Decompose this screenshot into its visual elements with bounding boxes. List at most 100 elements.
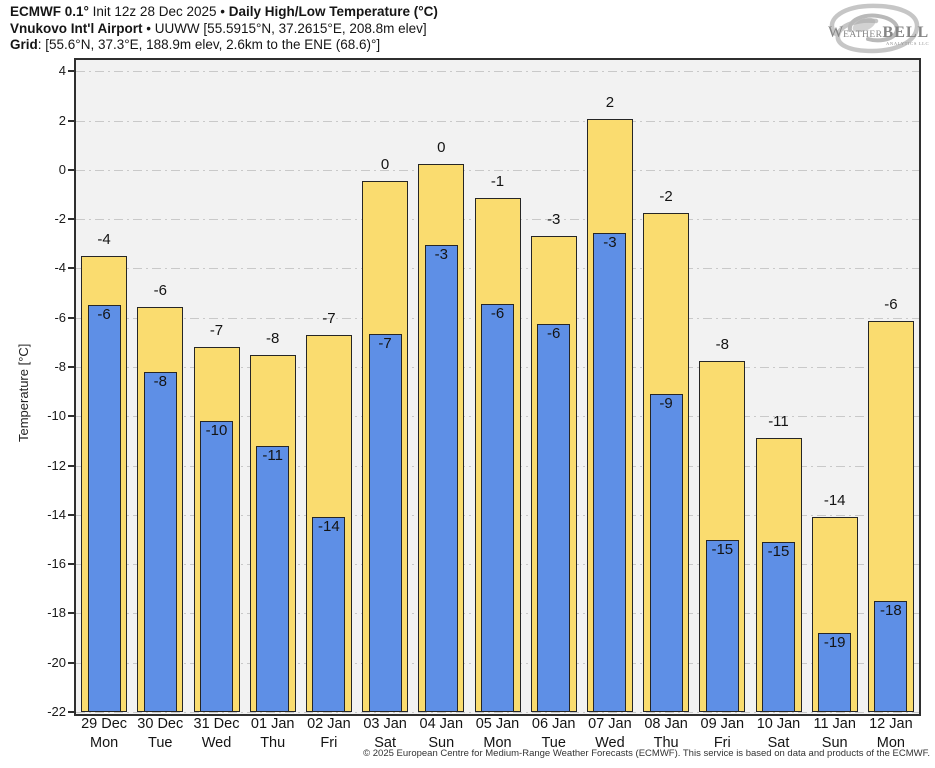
low-value-label: -8 [153,372,167,390]
low-bar [312,517,346,712]
x-label-date: 02 Jan [307,716,351,732]
x-label-date: 09 Jan [700,716,745,732]
low-bar [705,539,739,712]
x-axis-label: 12 Jan Mon [863,715,919,752]
high-value-label: -2 [659,188,673,206]
hurricane-swirl-icon [829,3,920,54]
x-axis-label: 06 Jan Tue [526,715,582,752]
x-label-day: Sat [767,734,790,751]
high-value-label: -8 [715,335,729,353]
gridline [76,71,919,73]
low-value-label: -11 [262,446,283,464]
chart-title-line2: Vnukovo Int'l Airport • UUWW [55.5915°N,… [10,21,438,38]
grid-coords: : [55.6°N, 37.3°E, 188.9m elev, 2.6km to… [37,37,381,52]
low-bar [481,304,514,712]
low-value-label: -15 [767,542,790,560]
high-value-label: 2 [605,94,615,112]
low-bar [649,394,683,712]
x-label-day: Sat [374,734,396,751]
title-product: Daily High/Low Temperature (°C) [228,4,438,19]
low-value-label: -19 [823,634,846,652]
low-bar [200,421,233,712]
low-bar [537,323,571,712]
y-tick-mark [68,563,75,566]
low-bar [256,445,290,712]
low-value-label: -14 [318,518,340,536]
chart-title-line3: Grid: [55.6°N, 37.3°E, 188.9m elev, 2.6k… [10,37,438,54]
low-value-label: -7 [378,334,392,352]
x-axis-label: 07 Jan Wed [582,715,638,752]
x-label-day: Fri [320,734,338,751]
high-value-label: -6 [153,281,167,299]
low-bar [143,371,177,712]
x-axis-label: 03 Jan Sat [357,715,413,752]
low-bar [368,333,402,712]
grid-label: Grid [10,37,38,52]
y-tick-label: -22 [47,704,66,719]
low-bar [87,305,121,712]
logo-wordmark: WEATHERBELL [828,24,929,41]
x-label-date: 05 Jan [475,716,520,732]
x-axis-label: 09 Jan Fri [694,715,750,752]
x-label-day: Wed [595,734,625,751]
y-tick-mark [68,513,75,516]
y-tick-mark [68,70,75,73]
low-value-label: -6 [547,324,561,342]
y-tick-label: -20 [47,654,66,670]
x-label-date: 01 Jan [250,716,295,732]
y-tick-label: -14 [47,506,66,522]
x-label-day: Thu [260,734,286,751]
y-tick-mark [68,119,75,122]
y-tick-label: -16 [47,556,66,572]
y-tick-mark [68,711,75,713]
y-tick-label: -4 [54,260,66,276]
x-label-day: Thu [653,734,679,751]
logo-subtext: Analytics LLC [886,41,929,46]
x-label-day: Mon [876,734,905,751]
title-init: Init 12z 28 Dec 2025 • [88,4,229,19]
x-label-day: Wed [201,734,232,751]
low-value-label: -3 [603,233,617,251]
y-tick-label: 4 [58,63,66,79]
x-label-date: 04 Jan [419,716,464,732]
low-value-label: -9 [659,395,673,413]
low-value-label: -6 [97,306,111,324]
x-label-date: 08 Jan [644,716,688,732]
chart-title-line1: ECMWF 0.1° Init 12z 28 Dec 2025 • Daily … [10,4,438,21]
y-tick-mark [68,366,75,369]
y-tick-label: -2 [54,211,66,227]
x-label-day: Sun [428,734,455,751]
y-tick-mark [68,661,75,664]
low-bar [424,245,458,712]
y-tick-label: -6 [54,309,66,325]
x-axis-label: 10 Jan Sat [750,715,806,752]
gridline [76,169,919,171]
low-bar [874,601,908,712]
low-value-label: -6 [490,305,505,323]
station-name: Vnukovo Int'l Airport [10,20,143,36]
y-tick-label: 0 [58,161,66,177]
x-label-date: 06 Jan [531,716,576,732]
x-label-day: Tue [541,734,566,751]
high-value-label: -3 [547,211,561,229]
y-tick-label: -10 [47,408,66,424]
high-value-label: -8 [266,329,280,347]
y-tick-mark [68,316,75,319]
y-tick-label: 2 [58,112,66,128]
x-label-date: 10 Jan [756,716,801,732]
x-axis-label: 29 Dec Mon [76,715,132,752]
x-axis-label: 05 Jan Mon [469,715,525,752]
x-label-date: 11 Jan [813,716,856,732]
x-label-date: 07 Jan [588,716,632,732]
y-tick-mark [68,168,75,171]
copyright-notice: © 2025 European Centre for Medium-Range … [363,748,930,759]
high-value-label: 0 [380,155,390,173]
gridline [76,120,919,122]
chart-header: ECMWF 0.1° Init 12z 28 Dec 2025 • Daily … [10,4,438,54]
x-label-day: Sun [821,734,848,751]
x-axis-label: 08 Jan Thu [638,715,694,752]
gridline [76,712,919,713]
y-tick-mark [68,218,75,221]
